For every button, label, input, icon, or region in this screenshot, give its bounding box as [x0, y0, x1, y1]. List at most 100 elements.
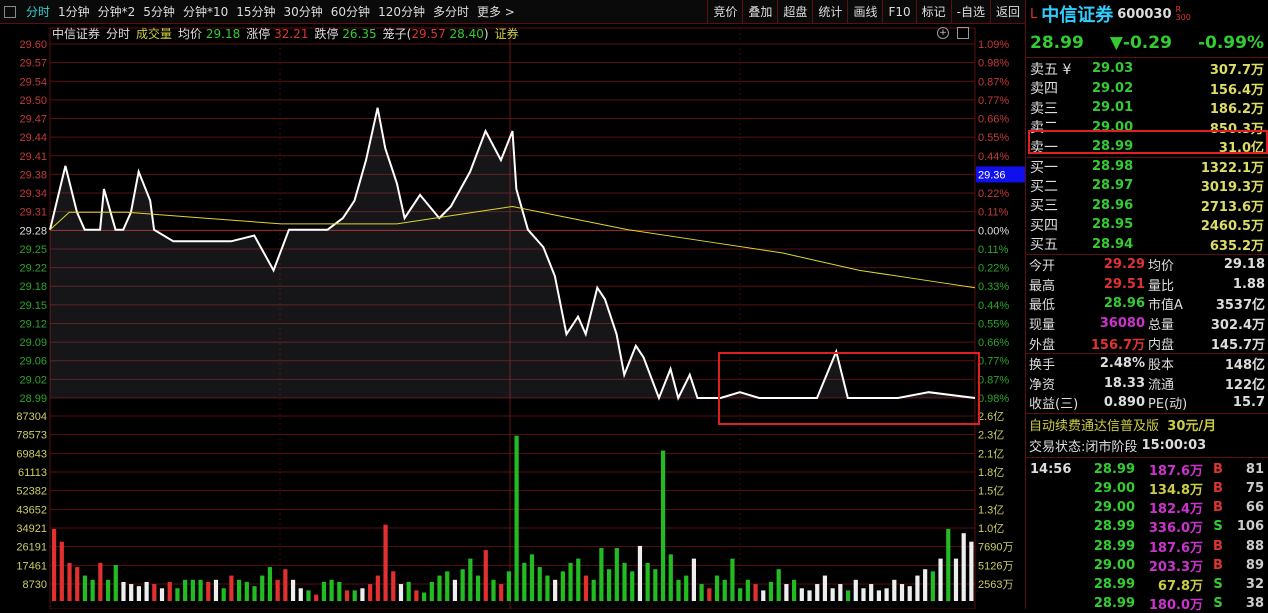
stat-value: 145.7万	[1210, 337, 1265, 353]
limit-up-value: 32.21	[274, 26, 309, 41]
trade-status: 交易状态: 闭市阶段 15:00:03	[1026, 435, 1268, 457]
volume-bar	[923, 569, 928, 601]
tick-volume: 187.6万	[1148, 540, 1203, 556]
market-prefix: L	[1030, 6, 1038, 22]
tick-side: B	[1213, 538, 1223, 554]
promo-banner[interactable]: 自动续费通达信普及版 30元/月	[1026, 412, 1268, 435]
toolbar-button[interactable]: F10	[882, 0, 915, 24]
volume-bar	[730, 558, 735, 601]
volume-bar	[152, 584, 157, 601]
pct-tick-label: 0.55%	[978, 318, 1009, 330]
volume-bar	[545, 575, 550, 601]
tick-side: S	[1213, 596, 1223, 612]
tab-period[interactable]: 120分钟	[378, 5, 425, 19]
volume-bar	[668, 554, 673, 601]
volume-bar	[275, 579, 280, 601]
tab-period[interactable]: 1分钟	[58, 5, 90, 19]
tab-period[interactable]: 分钟*10	[182, 5, 229, 19]
volume-bar	[475, 575, 481, 601]
tab-period[interactable]: 5分钟	[143, 5, 175, 19]
stat-row: 现量 36080 总量 302.4万	[1026, 314, 1268, 334]
tab-period[interactable]: 60分钟	[330, 5, 371, 19]
volume-bar	[637, 545, 643, 601]
toolbar-button[interactable]: -自选	[950, 0, 990, 24]
toolbar-button[interactable]: 竞价	[707, 0, 742, 24]
volume-bar	[745, 579, 750, 601]
status-time: 15:00:03	[1141, 438, 1207, 454]
pct-tick-label: 0.22%	[978, 263, 1009, 275]
volume-bar	[136, 586, 141, 601]
tab-period[interactable]: 多分时	[432, 5, 469, 19]
volume-label[interactable]: 成交量	[136, 26, 173, 41]
limit-down-value: 26.35	[342, 26, 377, 41]
volume-bar	[961, 533, 966, 601]
volume-bar	[82, 575, 88, 601]
volume-bar	[722, 579, 727, 601]
tab-period[interactable]: 分时	[26, 5, 51, 19]
intraday-chart[interactable]: 29.60 1.09% 29.57 0.98% 29.54 0.87% 29.50 0.77%…	[0, 0, 1025, 609]
stat-value: 18.33	[1103, 375, 1145, 391]
volume-bar	[183, 579, 188, 601]
volume-bar	[576, 558, 581, 601]
pct-tick-label: 0.11%	[978, 207, 1009, 219]
toolbar-button[interactable]: 返回	[989, 0, 1025, 24]
quote-panel: L 中信证券 600030 R 300 28.99 ▼-0.29 -0.99% 卖…	[1025, 0, 1268, 613]
price-area	[50, 107, 975, 399]
stat-value: 28.96	[1103, 296, 1145, 312]
price-tick-label: 29.47	[19, 114, 47, 126]
volume-bar	[514, 435, 519, 601]
volume-bar	[853, 579, 858, 601]
volume-bar	[314, 594, 319, 601]
price-tick-label: 28.99	[19, 393, 47, 405]
book-price: 28.95	[1092, 217, 1134, 233]
volume-bar	[845, 590, 851, 601]
volume-bar	[630, 571, 635, 601]
layout-icon[interactable]	[957, 27, 969, 39]
toolbar-button[interactable]: 统计	[812, 0, 847, 24]
volume-right-tick-label: 2563万	[978, 579, 1013, 591]
volume-bar	[437, 575, 442, 601]
volume-bar	[792, 579, 797, 601]
volume-bar	[306, 590, 311, 601]
toolbar-button[interactable]: 超盘	[777, 0, 812, 24]
toolbar-button[interactable]: 画线	[847, 0, 882, 24]
volume-bar	[167, 581, 172, 601]
panel-toggle-icon[interactable]	[4, 5, 16, 18]
tab-period[interactable]: 分钟*2	[97, 5, 136, 19]
volume-bar	[337, 581, 342, 601]
tick-list[interactable]: 14:56 28.99 187.6万 B 81 29.00 134.8万 B 75 29.00 18…	[1026, 456, 1268, 613]
stat-label: 均价	[1148, 259, 1175, 275]
tab-period[interactable]: 15分钟	[236, 5, 276, 19]
pct-tick-label: 0.87%	[978, 76, 1009, 88]
book-level: 买二	[1030, 178, 1058, 195]
toolbar-button[interactable]: 标记	[915, 0, 951, 24]
stat-row: 外盘 156.7万 内盘 145.7万	[1026, 333, 1268, 353]
tick-volume: 180.0万	[1148, 598, 1203, 613]
toolbar-button[interactable]: 叠加	[742, 0, 777, 24]
tick-price: 28.99	[1093, 596, 1135, 612]
volume-bar	[491, 579, 496, 601]
stat-row: 最低 28.96 市值A 3537亿	[1026, 294, 1268, 314]
limit-down-label: 跌停	[314, 26, 339, 41]
book-volume: 2460.5万	[1200, 219, 1264, 235]
volume-tick-label: 87304	[16, 411, 47, 423]
tick-price: 29.00	[1093, 557, 1135, 573]
stat-label: 现量	[1029, 318, 1056, 334]
tick-row: 28.99 187.6万 B 88	[1026, 537, 1268, 556]
volume-bar	[761, 590, 766, 601]
tab-period[interactable]: 更多 >	[476, 5, 515, 19]
volume-tick-label: 69843	[16, 448, 47, 460]
volume-bar	[213, 579, 219, 601]
stat-row: 净资 18.33 流通 122亿	[1026, 374, 1268, 394]
stat-value: 302.4万	[1210, 318, 1265, 334]
zoom-in-icon[interactable]: +	[937, 27, 949, 39]
stat-value: 29.29	[1103, 257, 1145, 273]
price-tick-label: 29.28	[19, 225, 47, 237]
tab-period[interactable]: 30分钟	[283, 5, 323, 19]
volume-bar	[714, 575, 720, 601]
sector-label[interactable]: 证券	[494, 26, 519, 41]
pct-tick-label: 0.44%	[978, 151, 1009, 163]
volume-bar	[229, 575, 234, 601]
volume-bar	[583, 575, 589, 601]
volume-bar	[614, 548, 619, 601]
